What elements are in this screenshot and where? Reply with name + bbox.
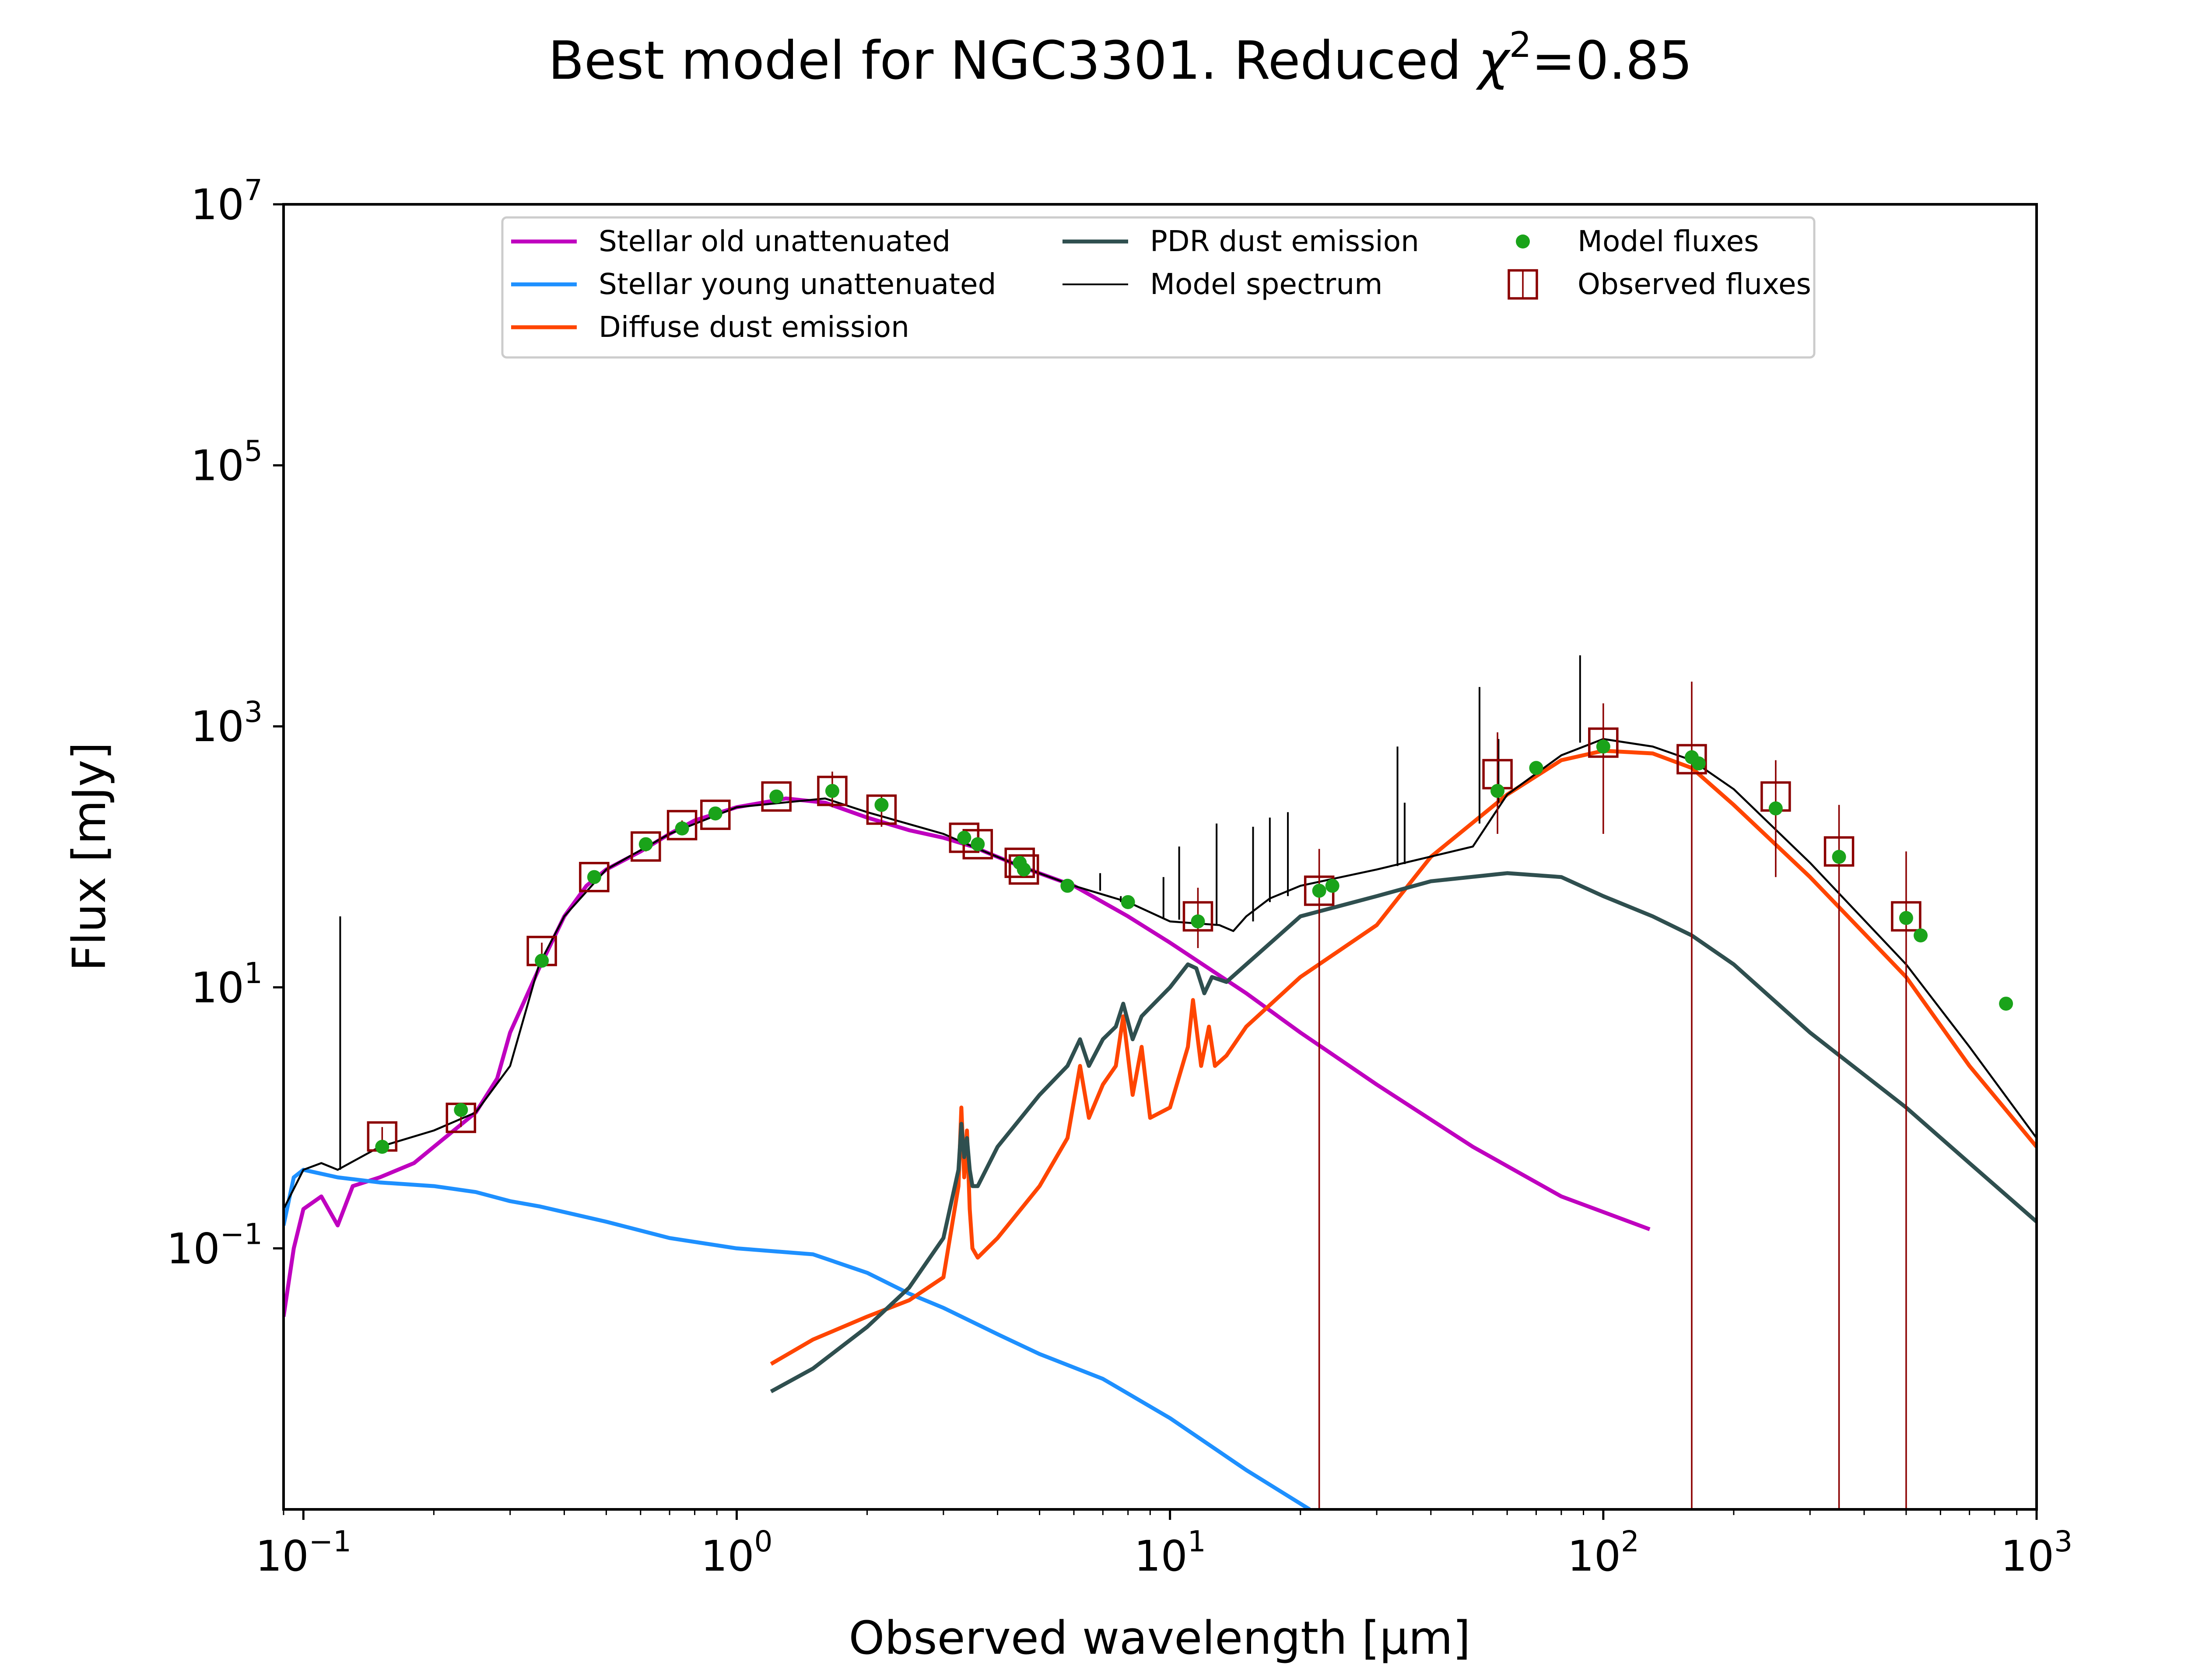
model-flux-point [825,784,839,798]
y-tick-label: 103 [191,695,263,751]
model-flux-point [874,798,889,812]
legend-label-model-spectrum: Model spectrum [1150,267,1382,301]
legend-box [501,216,1816,359]
x-tick-label: 101 [1134,1525,1206,1581]
model-flux-point [454,1102,468,1117]
model-flux-point [1325,878,1339,893]
model-flux-point [1914,928,1928,943]
observed-flux-marker [1588,727,1619,758]
model-flux-point [1691,756,1706,770]
observed-flux-marker [1891,901,1922,932]
model-flux-point [957,830,971,845]
legend-label-model-fluxes: Model fluxes [1578,224,1759,258]
observed-flux-marker [761,781,792,812]
legend-label-stellar-old-unattenuated: Stellar old unattenuated [599,224,950,258]
model-flux-point [971,837,985,851]
observed-flux-marker [631,831,661,862]
model-flux-point [1060,878,1075,893]
observed-flux-marker [1676,744,1707,775]
y-tick-label: 10−1 [167,1217,263,1273]
chart-title: Best model for NGC3301. Reduced χ2=0.85 [548,24,1693,91]
series-line-model-spectrum [284,738,2037,1210]
series-line-diffuse-dust-emission [770,749,2037,1366]
model-flux-point [1490,784,1505,798]
observed-flux-marker [700,799,731,830]
model-flux-point [1899,911,1913,925]
model-flux-point [1596,739,1610,754]
model-flux-point [638,837,653,851]
observed-flux-marker [666,810,698,840]
model-flux-point [1529,761,1543,775]
model-flux-point [769,789,784,804]
x-tick-label: 102 [1567,1525,1639,1581]
series-line-pdr-dust-emission [770,871,2037,1393]
x-tick-label: 10−1 [256,1525,351,1581]
observed-flux-marker [1823,836,1855,867]
legend: Stellar old unattenuated Stellar young un… [501,216,1816,359]
legend-label-stellar-young-unattenuated: Stellar young unattenuated [599,267,996,301]
observed-flux-marker [1008,854,1039,885]
y-tick-label: 107 [191,173,263,229]
model-flux-point [708,806,722,821]
model-flux-point [375,1140,389,1154]
legend-swatch-model-fluxes [1516,234,1530,248]
plot-frame [282,203,2038,1511]
model-flux-point [1121,895,1135,909]
x-axis-label: Observed wavelength [μm] [849,1611,1471,1665]
model-flux-point [1191,914,1205,929]
observed-flux-marker [817,776,848,806]
y-tick-label: 101 [191,956,263,1012]
y-tick-label: 105 [191,434,263,490]
legend-swatch-observed-fluxes [1508,269,1538,300]
legend-label-diffuse-dust-emission: Diffuse dust emission [599,310,909,344]
model-flux-point [1017,862,1031,877]
observed-flux-marker [866,794,897,825]
model-flux-point [535,953,549,968]
legend-label-pdr-dust-emission: PDR dust emission [1150,224,1419,258]
model-flux-point [1312,883,1326,898]
model-flux-point [1768,801,1783,816]
observed-flux-marker [1004,847,1035,878]
series-line-stellar-young-unattenuated [284,1168,1311,1509]
model-flux-point [1999,997,2013,1011]
x-tick-label: 103 [2001,1525,2072,1581]
legend-label-observed-fluxes: Observed fluxes [1578,267,1811,301]
plot-area [284,655,2037,1509]
y-axis-label: Flux [mJy] [63,742,116,971]
model-flux-point [675,821,689,836]
x-tick-label: 100 [701,1525,772,1581]
observed-flux-marker [579,861,610,892]
observed-flux-marker [1182,901,1213,932]
model-flux-point [1832,850,1846,864]
model-flux-point [587,870,601,884]
